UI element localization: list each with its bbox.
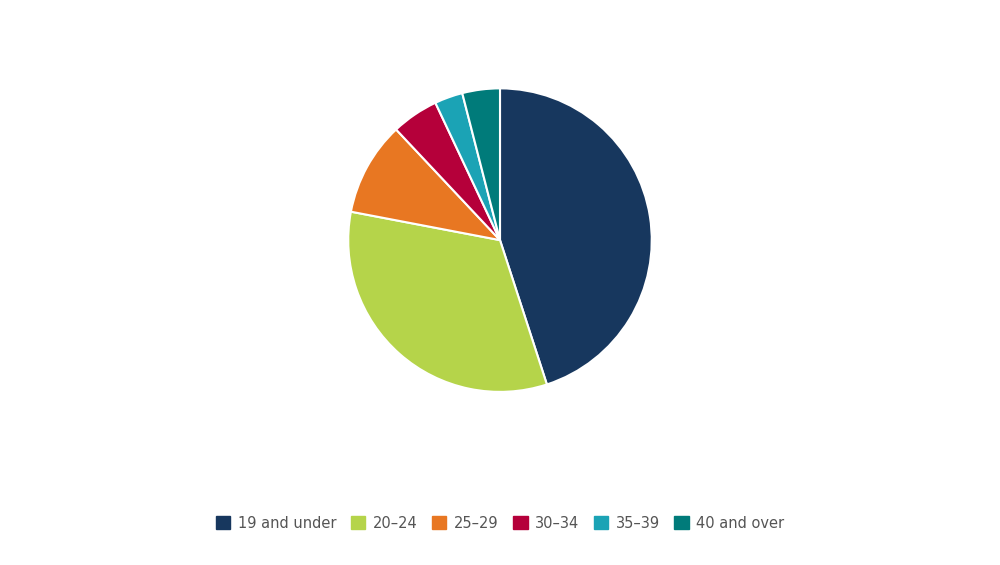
Wedge shape (500, 88, 652, 384)
Wedge shape (348, 212, 547, 392)
Legend: 19 and under, 20–24, 25–29, 30–34, 35–39, 40 and over: 19 and under, 20–24, 25–29, 30–34, 35–39… (210, 510, 790, 536)
Wedge shape (435, 93, 500, 240)
Wedge shape (351, 129, 500, 240)
Wedge shape (462, 88, 500, 240)
Wedge shape (396, 103, 500, 240)
